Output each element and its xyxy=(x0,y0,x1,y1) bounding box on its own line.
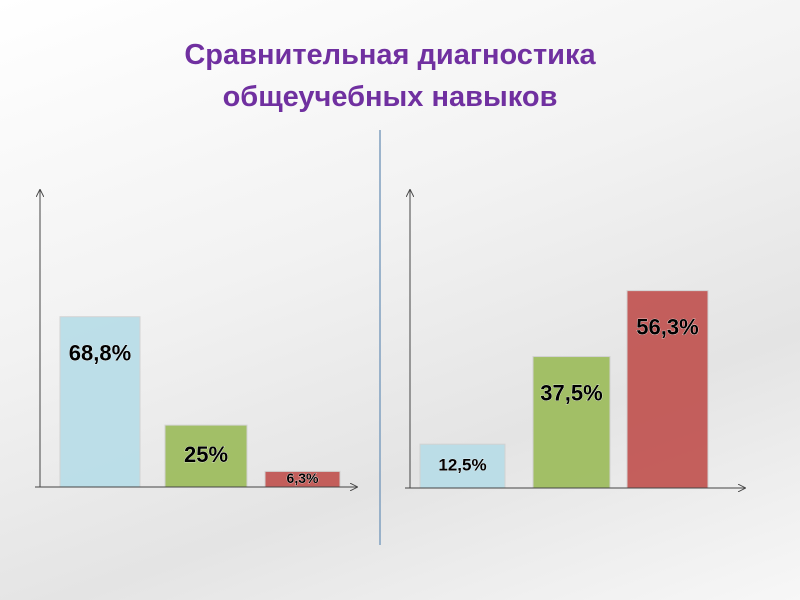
value-label: 25% xyxy=(184,442,228,467)
bar xyxy=(59,316,141,488)
bar xyxy=(419,443,506,489)
value-label: 6,3% xyxy=(287,470,319,486)
bar xyxy=(532,356,611,489)
value-label: 56,3% xyxy=(636,314,698,339)
slide-title: Сравнительная диагностика общеучебных на… xyxy=(184,39,596,113)
value-label: 68,8% xyxy=(69,341,131,366)
bar xyxy=(626,290,709,489)
value-label: 12,5% xyxy=(438,456,486,475)
value-label: 37,5% xyxy=(540,380,602,405)
bar xyxy=(164,424,248,488)
